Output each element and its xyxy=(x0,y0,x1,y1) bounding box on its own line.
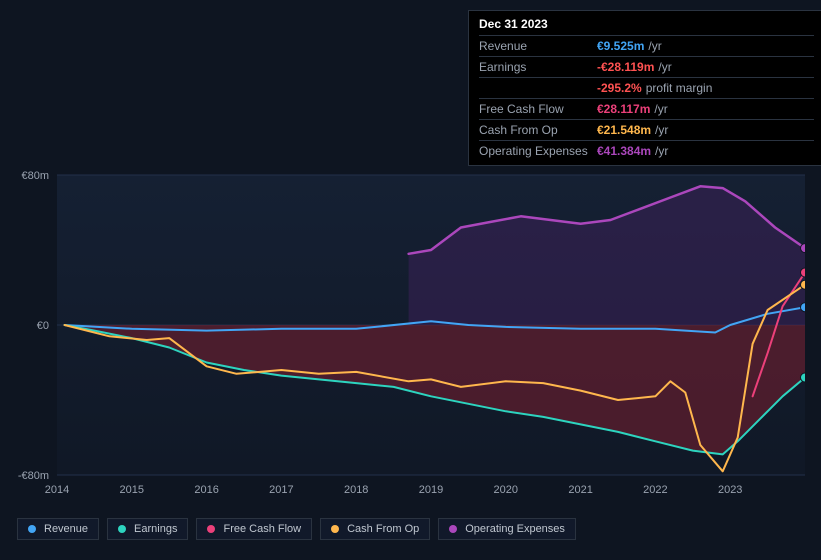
x-axis-tick-label: 2018 xyxy=(344,484,368,496)
legend-label: Free Cash Flow xyxy=(223,523,301,535)
tooltip-metric-suffix: /yr xyxy=(648,38,661,54)
financials-chart-panel: Dec 31 2023 Revenue€9.525m/yrEarnings-€2… xyxy=(0,0,821,560)
tooltip-row: Revenue€9.525m/yr xyxy=(479,35,814,56)
legend-swatch xyxy=(331,525,339,533)
tooltip-metric-label: Revenue xyxy=(479,38,597,54)
series-end-marker xyxy=(801,244,806,253)
tooltip-metric-value: -€28.119m xyxy=(597,59,654,75)
x-axis-tick-label: 2017 xyxy=(269,484,293,496)
chart-legend: Revenue Earnings Free Cash Flow Cash From O… xyxy=(17,518,576,540)
series-end-marker xyxy=(801,268,806,277)
legend-swatch xyxy=(449,525,457,533)
legend-item[interactable]: Earnings xyxy=(107,518,188,540)
legend-item[interactable]: Cash From Op xyxy=(320,518,430,540)
tooltip-date: Dec 31 2023 xyxy=(479,17,814,35)
tooltip-metric-suffix: /yr xyxy=(655,122,668,138)
legend-swatch xyxy=(28,525,36,533)
tooltip-metric-value: €9.525m xyxy=(597,38,644,54)
x-axis-tick-label: 2023 xyxy=(718,484,742,496)
y-axis-tick-label: €80m xyxy=(21,170,49,182)
x-axis-tick-label: 2020 xyxy=(494,484,518,496)
chart-tooltip: Dec 31 2023 Revenue€9.525m/yrEarnings-€2… xyxy=(468,10,821,166)
legend-label: Cash From Op xyxy=(347,523,419,535)
tooltip-metric-label: Operating Expenses xyxy=(479,143,597,159)
tooltip-row: -295.2%profit margin xyxy=(479,77,814,98)
x-axis-tick-label: 2022 xyxy=(643,484,667,496)
x-axis-tick-label: 2016 xyxy=(194,484,218,496)
tooltip-metric-label xyxy=(479,80,597,96)
series-end-marker xyxy=(801,303,806,312)
y-axis-tick-label: -€80m xyxy=(18,470,49,482)
tooltip-metric-label: Earnings xyxy=(479,59,597,75)
tooltip-metric-label: Free Cash Flow xyxy=(479,101,597,117)
legend-label: Revenue xyxy=(44,523,88,535)
x-axis-tick-label: 2015 xyxy=(120,484,144,496)
legend-item[interactable]: Operating Expenses xyxy=(438,518,576,540)
legend-item[interactable]: Revenue xyxy=(17,518,99,540)
tooltip-row: Operating Expenses€41.384m/yr xyxy=(479,140,814,161)
tooltip-metric-value: €28.117m xyxy=(597,101,650,117)
tooltip-metric-suffix: /yr xyxy=(654,101,667,117)
legend-item[interactable]: Free Cash Flow xyxy=(196,518,312,540)
tooltip-row: Cash From Op€21.548m/yr xyxy=(479,119,814,140)
tooltip-metric-value: €21.548m xyxy=(597,122,651,138)
x-axis-tick-label: 2014 xyxy=(45,484,69,496)
legend-swatch xyxy=(118,525,126,533)
tooltip-row: Earnings-€28.119m/yr xyxy=(479,56,814,77)
legend-swatch xyxy=(207,525,215,533)
series-end-marker xyxy=(801,373,806,382)
x-axis-tick-label: 2021 xyxy=(568,484,592,496)
tooltip-metric-value: €41.384m xyxy=(597,143,651,159)
y-axis-tick-label: €0 xyxy=(37,320,49,332)
tooltip-metric-suffix: profit margin xyxy=(646,80,713,96)
x-axis-tick-label: 2019 xyxy=(419,484,443,496)
tooltip-metric-value: -295.2% xyxy=(597,80,642,96)
tooltip-row: Free Cash Flow€28.117m/yr xyxy=(479,98,814,119)
tooltip-metric-suffix: /yr xyxy=(658,59,671,75)
financials-line-chart[interactable]: €80m €0 -€80m 2014 2015 2016 2017 2018 2019 2020 2… xyxy=(17,160,805,510)
series-end-marker xyxy=(801,280,806,289)
legend-label: Operating Expenses xyxy=(465,523,565,535)
legend-label: Earnings xyxy=(134,523,177,535)
tooltip-metric-suffix: /yr xyxy=(655,143,668,159)
tooltip-metric-label: Cash From Op xyxy=(479,122,597,138)
